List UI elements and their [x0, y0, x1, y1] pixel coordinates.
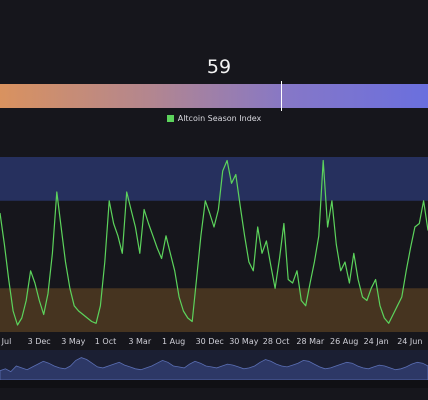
x-tick-label: 3 Mar	[128, 337, 151, 346]
x-tick-label: 28 Oct	[263, 337, 290, 346]
legend-swatch	[166, 115, 174, 122]
x-tick-label: 24 Jun	[397, 337, 422, 346]
legend-label: Altcoin Season Index	[177, 114, 262, 123]
x-tick-label: 1 Aug	[162, 337, 185, 346]
x-tick-label: 30 Dec	[196, 337, 224, 346]
chart-legend[interactable]: Altcoin Season Index	[0, 114, 428, 123]
index-value: 59	[206, 56, 232, 78]
navigator-scrollbar-track	[0, 380, 428, 388]
x-tick-label: 24 Jan	[364, 337, 389, 346]
series-line-altcoin-season-index	[0, 159, 428, 326]
x-tick-label: 28 Mar	[296, 337, 325, 346]
band-1	[0, 288, 428, 332]
season-gauge-bar	[0, 84, 428, 108]
x-tick-label: 26 Aug	[330, 337, 358, 346]
navigator-area	[0, 357, 428, 381]
x-tick-label: 3 May	[61, 337, 85, 346]
gauge-marker	[280, 81, 282, 111]
x-tick-label: 6 Jul	[0, 337, 11, 346]
x-tick-label: 30 May	[229, 337, 259, 346]
x-tick-label: 1 Oct	[95, 337, 116, 346]
band-0	[0, 157, 428, 201]
x-tick-label: 3 Dec	[28, 337, 51, 346]
